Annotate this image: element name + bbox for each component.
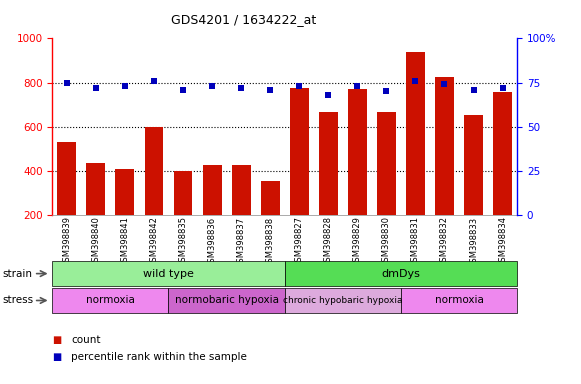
Bar [261, 181, 279, 215]
Text: GDS4201 / 1634222_at: GDS4201 / 1634222_at [171, 13, 317, 26]
Text: strain: strain [3, 268, 33, 279]
Text: normobaric hypoxia: normobaric hypoxia [174, 295, 279, 306]
Text: ■: ■ [52, 335, 62, 345]
Bar [377, 113, 396, 215]
Text: normoxia: normoxia [435, 295, 483, 306]
Bar [464, 114, 483, 215]
Bar [174, 171, 192, 215]
Bar [290, 88, 309, 215]
Text: count: count [71, 335, 101, 345]
Text: ■: ■ [52, 352, 62, 362]
Text: wild type: wild type [143, 268, 194, 279]
Bar [435, 77, 454, 215]
Bar [319, 113, 338, 215]
Text: percentile rank within the sample: percentile rank within the sample [71, 352, 247, 362]
Bar [87, 163, 105, 215]
Text: stress: stress [3, 295, 34, 306]
Bar [232, 166, 250, 215]
Bar [203, 166, 221, 215]
Bar [406, 51, 425, 215]
Text: normoxia: normoxia [86, 295, 135, 306]
Bar [58, 142, 76, 215]
Text: dmDys: dmDys [382, 268, 420, 279]
Bar [348, 89, 367, 215]
Text: chronic hypobaric hypoxia: chronic hypobaric hypoxia [283, 296, 403, 305]
Bar [116, 169, 134, 215]
Bar [145, 127, 163, 215]
Bar [493, 93, 512, 215]
